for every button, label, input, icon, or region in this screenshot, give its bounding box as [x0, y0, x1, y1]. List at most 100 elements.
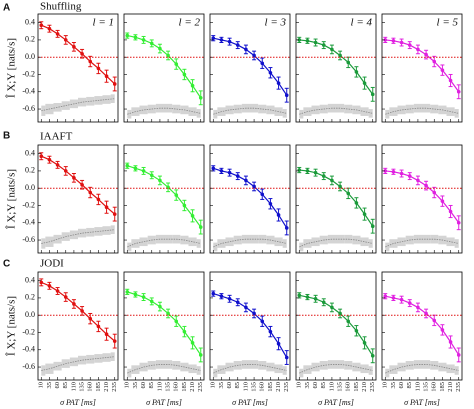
surrogate-band	[102, 226, 111, 235]
plot-frame	[381, 13, 463, 123]
x-tick-label: 60	[226, 382, 233, 389]
data-point	[133, 292, 138, 297]
surrogate-band	[139, 105, 148, 115]
data-point	[268, 201, 273, 206]
surrogate-band	[299, 242, 304, 252]
data-point	[190, 341, 195, 345]
data-point	[244, 47, 248, 52]
data-point	[72, 45, 76, 49]
x-tick-label: 110	[242, 382, 249, 392]
y-tick-label: -0.2	[22, 69, 35, 78]
data-point	[313, 170, 318, 175]
data-point	[370, 92, 375, 97]
y-tick-label: -0.6	[22, 235, 35, 244]
data-point	[370, 224, 375, 229]
data-point	[149, 299, 154, 304]
x-tick-label: 10	[210, 382, 217, 389]
data-point	[125, 163, 130, 168]
data-point	[198, 353, 203, 357]
data-point	[321, 174, 326, 178]
data-line	[41, 155, 116, 215]
data-point	[448, 340, 453, 344]
data-point	[166, 311, 170, 316]
data-point	[39, 280, 44, 285]
surrogate-band	[164, 234, 173, 244]
data-point	[346, 319, 351, 324]
surrogate-band	[368, 239, 373, 248]
data-point	[424, 52, 428, 57]
x-tick-label: 160	[87, 382, 94, 392]
x-tick-label: 10	[124, 382, 131, 389]
x-tick-label: 35	[132, 382, 139, 389]
x-tick-label: 85	[62, 382, 69, 389]
data-point	[383, 38, 388, 42]
data-point	[252, 53, 256, 58]
plot-frame	[381, 144, 463, 254]
data-point	[407, 43, 412, 47]
x-tick-label: 135	[337, 382, 344, 392]
data-point	[182, 72, 187, 77]
data-point	[313, 296, 318, 301]
data-point	[235, 174, 240, 178]
data-point	[268, 329, 273, 334]
x-tick-label: 85	[148, 382, 155, 389]
data-point	[391, 38, 396, 43]
data-point	[416, 178, 420, 183]
data-point	[338, 311, 342, 316]
data-point	[211, 291, 216, 296]
data-point	[47, 26, 52, 31]
x-tick-label: 60	[312, 382, 319, 389]
data-point	[383, 294, 388, 298]
x-tick-label: 10	[382, 382, 389, 389]
data-point	[190, 214, 195, 218]
surrogate-band	[299, 109, 304, 119]
data-point	[235, 43, 240, 47]
y-axis-label: Î X;Y [nats/s]	[6, 296, 18, 356]
data-point	[72, 302, 76, 306]
surrogate-band	[385, 109, 390, 119]
x-tick-label: 110	[156, 382, 163, 392]
panel-letter: C	[3, 259, 10, 270]
x-tick-label: 135	[251, 382, 258, 392]
data-point	[190, 83, 195, 88]
x-axis-label: σ PAT [ms]	[404, 398, 440, 407]
x-tick-label: 35	[390, 382, 397, 389]
data-point	[432, 59, 437, 64]
x-tick-label: 210	[361, 382, 368, 392]
surrogate-band	[53, 234, 62, 244]
data-point	[354, 70, 359, 74]
x-tick-label: 85	[234, 382, 241, 389]
data-point	[158, 178, 162, 183]
surrogate-band	[446, 237, 455, 247]
surrogate-band	[41, 105, 46, 116]
data-point	[63, 38, 68, 42]
data-point	[182, 329, 187, 334]
data-point	[391, 296, 396, 300]
x-axis-label: σ PAT [ms]	[318, 398, 354, 407]
x-tick-label: 60	[398, 382, 405, 389]
data-point	[112, 212, 117, 216]
surrogate-band	[282, 239, 287, 248]
data-point	[260, 61, 265, 66]
row-title: IAAFT	[40, 131, 73, 143]
surrogate-band	[385, 242, 390, 252]
surrogate-band	[53, 361, 62, 371]
y-tick-label: 0.4	[25, 17, 35, 26]
surrogate-band	[188, 364, 197, 374]
y-tick-label: 0.2	[25, 293, 35, 302]
y-tick-label: 0.0	[25, 183, 35, 192]
data-point	[104, 205, 109, 210]
data-point	[321, 43, 326, 47]
data-point	[112, 82, 117, 86]
y-tick-label: -0.2	[22, 200, 35, 209]
data-point	[149, 41, 154, 46]
data-point	[219, 294, 224, 298]
data-point	[276, 341, 281, 346]
data-point	[424, 183, 428, 188]
surrogate-band	[360, 364, 369, 374]
surrogate-band	[139, 237, 148, 247]
surrogate-band	[311, 362, 320, 372]
data-line	[299, 294, 374, 357]
plot-frame	[123, 144, 205, 254]
